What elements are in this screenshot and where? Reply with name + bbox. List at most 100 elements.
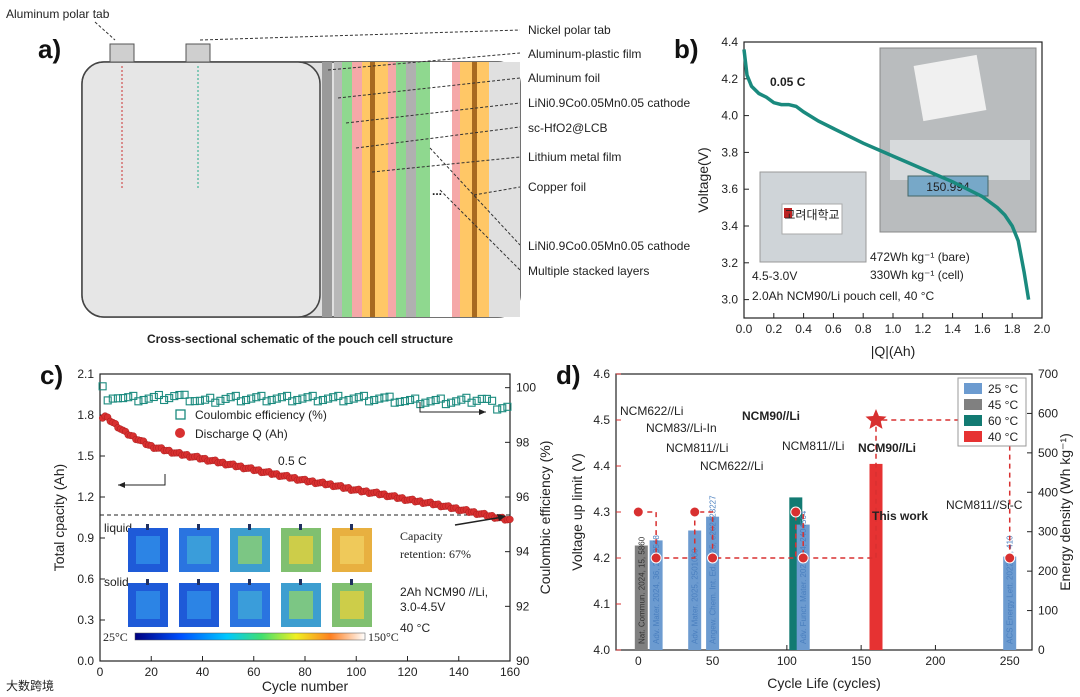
b-ytick-label: 4.4: [721, 35, 738, 49]
legend-label: 60 °C: [988, 414, 1018, 428]
ce-point: [477, 394, 486, 403]
ce-point: [467, 398, 476, 407]
bar-reference: ACS Energy Lett. 2022, 7, 410: [1006, 535, 1015, 644]
ce-point: [216, 396, 225, 405]
d-ytick-label: 4.5: [593, 413, 610, 427]
ce-point: [108, 394, 117, 403]
ce-point: [165, 394, 174, 403]
c-ytick-right-label: 92: [516, 599, 530, 613]
panel-d-axes: 0 50 100 150 200 250 4.0 4.1 4.2 4.3 4.4 4.5 4.6 0 100…: [569, 367, 1073, 691]
ce-point: [124, 393, 133, 402]
ce-point: [334, 391, 343, 400]
bar-name-label: NCM622//Li: [700, 459, 763, 473]
panel-d: d) 0 50 100 150 200 2504.04.14.24.34.44.54.60…: [556, 360, 1073, 691]
bar-name-label: NCM811//Si-C: [946, 498, 1023, 512]
ce-point: [262, 397, 271, 406]
bar-name-label: NCM622//Li: [620, 404, 683, 418]
pouch-logo: 고려대학교: [784, 208, 839, 222]
panel-b-axes: 0.0 0.2 0.4 0.6 0.8 1.0 1.2 1.4 1.6 1.8 2.0 3.0 3.2 3…: [695, 35, 1051, 359]
d-xlabel: Cycle Life (cycles): [767, 675, 881, 691]
b-xtick-label: 1.6: [974, 322, 991, 336]
thermal-tab: [197, 579, 200, 585]
b-xtick-label: 0.8: [855, 322, 872, 336]
thermal-tab: [146, 524, 149, 530]
label-liquid: liquid: [104, 521, 132, 535]
thermal-tab: [350, 524, 353, 530]
d-ytick-label: 4.0: [593, 643, 610, 657]
c-ylabel: Total cpacity (Ah): [51, 464, 67, 571]
voltage-curve: [742, 49, 1031, 300]
ce-point: [493, 405, 502, 414]
ce-point: [119, 394, 128, 403]
cond-3: 40 °C: [400, 621, 430, 635]
b-xtick-label: 2.0: [1034, 322, 1051, 336]
ce-point: [406, 395, 415, 405]
d-ytick-right-label: 100: [1038, 604, 1058, 618]
colorbar: [134, 632, 366, 641]
ce-point: [375, 394, 384, 403]
d-xtick-label: 50: [706, 654, 720, 668]
ce-point: [170, 392, 179, 401]
c-ytick-label: 2.1: [77, 367, 94, 381]
b-ytick-label: 3.2: [721, 256, 738, 270]
ce-point: [457, 395, 466, 404]
energy-bar: [1003, 556, 1017, 650]
ce-point: [400, 397, 409, 406]
legend-label: 40 °C: [988, 430, 1018, 444]
panel-c-label: c): [40, 360, 63, 390]
thermal-hotspot: [187, 536, 211, 564]
panel-c-rate: 0.5 C: [278, 454, 307, 468]
ce-point: [370, 395, 379, 405]
label-cathode-1: LiNi0.9Co0.05Mn0.05 cathode: [528, 96, 690, 110]
ce-point: [303, 393, 312, 402]
panel-a: a) ... Alumi: [6, 7, 690, 346]
ce-point: [488, 396, 497, 405]
thermal-hotspot: [289, 591, 313, 619]
legend-swatch: [964, 415, 982, 426]
legend-label: 25 °C: [988, 382, 1018, 396]
b-xtick-label: 1.2: [914, 322, 931, 336]
ce-point: [385, 392, 394, 401]
ce-point: [180, 390, 189, 399]
b-ylabel: Voltage(V): [695, 147, 711, 212]
thermal-hotspot: [238, 536, 262, 564]
c-ytick-label: 0.6: [77, 572, 94, 586]
c-ytick-label: 1.5: [77, 449, 94, 463]
ce-point: [380, 393, 389, 402]
ce-point: [134, 397, 143, 406]
colorbar-min: 25°C: [103, 630, 128, 644]
c-ytick-label: 1.2: [77, 490, 94, 504]
bar-names: NCM622//Li NCM83//Li-In NCM811//Li NCM622//…: [620, 404, 1023, 512]
d-xtick-label: 100: [777, 654, 797, 668]
label-aluminum-tab: Aluminum polar tab: [6, 7, 110, 21]
ce-point: [272, 394, 281, 403]
ce-point: [354, 393, 363, 402]
arrow-left-axis: [118, 474, 166, 486]
panel-b: b) 0.0 0.2 0.4 0.6 0.8 1.0 1.2 1.4 1.6 1.8 2.0 3.0 3…: [674, 34, 1051, 359]
c-xtick-label: 140: [449, 665, 469, 679]
thermal-hotspot: [187, 591, 211, 619]
c-ytick-right-label: 90: [516, 654, 530, 668]
bar-name-label: NCM811//Li: [666, 441, 728, 455]
ce-point: [436, 394, 445, 403]
label-solid: solid: [104, 575, 129, 589]
energy-cell: 330Wh kg⁻¹ (cell): [870, 268, 964, 282]
voltage-point: [632, 506, 644, 518]
ce-point: [206, 393, 215, 402]
voltage-point: [689, 506, 701, 518]
ce-point: [411, 394, 420, 403]
watermark: 大数跨境: [6, 678, 54, 693]
label-al-foil: Aluminum foil: [528, 71, 600, 85]
panel-d-legend: 25 °C 45 °C 60 °C 40 °C: [957, 377, 1027, 447]
voltage-step-line: [638, 419, 1011, 559]
ce-point: [298, 394, 307, 403]
ce-point: [482, 394, 491, 403]
ce-point: [154, 390, 163, 400]
cond-2: 3.0-4.5V: [400, 600, 445, 614]
ce-point: [185, 397, 194, 406]
panel-b-label: b): [674, 34, 699, 64]
ce-point: [288, 397, 297, 406]
ce-point: [113, 394, 122, 403]
energy-bar: [634, 545, 648, 650]
legend-ce-marker: [175, 409, 186, 420]
